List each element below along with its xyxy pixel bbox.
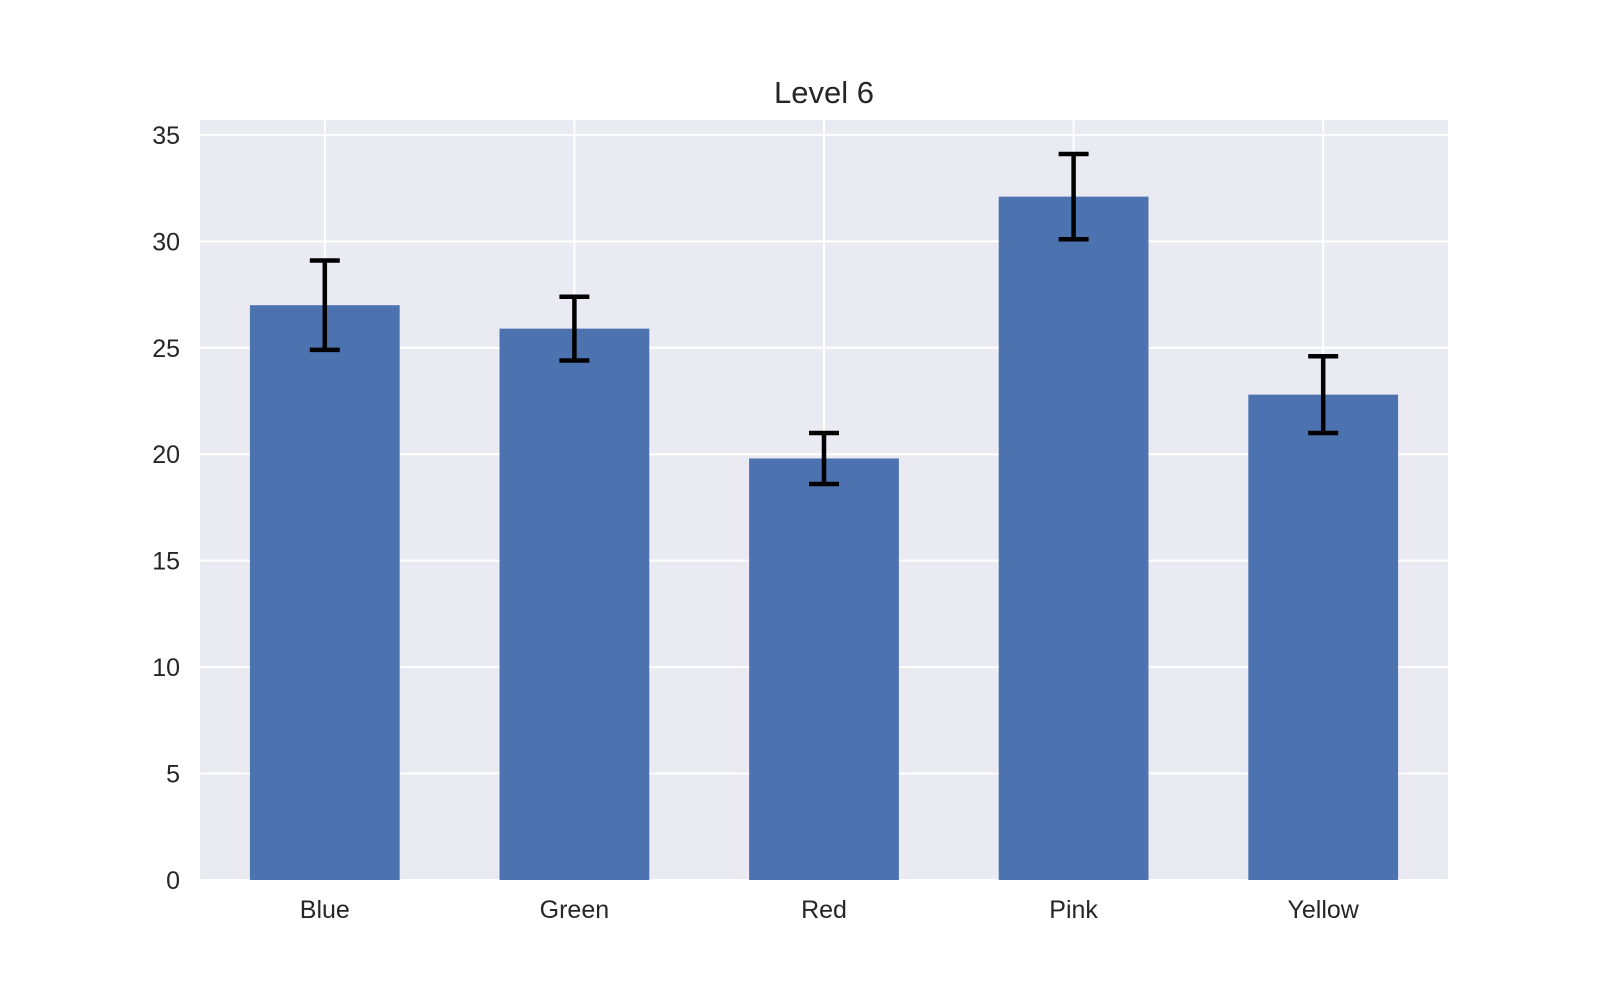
y-tick-label: 30 [152, 228, 180, 256]
y-axis-tick-labels: 0 5 10 15 20 25 30 35 [152, 122, 180, 895]
x-tick-label: Pink [1049, 896, 1098, 924]
error-bar-red [809, 430, 839, 487]
error-bar-blue [309, 258, 340, 353]
error-bar-pink [1058, 151, 1089, 242]
x-tick-label: Red [801, 896, 847, 924]
error-bar-green [559, 294, 590, 363]
bar-red [749, 458, 899, 880]
bar-blue [249, 305, 400, 880]
x-axis-tick-labels: Blue Green Red Pink Yellow [300, 896, 1360, 924]
bars [249, 196, 1399, 880]
bar-green [499, 328, 650, 880]
y-tick-label: 15 [152, 548, 180, 576]
y-tick-label: 10 [152, 654, 180, 682]
y-tick-label: 0 [166, 867, 180, 895]
bar-pink [998, 196, 1149, 880]
bar-yellow [1248, 394, 1399, 880]
y-tick-label: 25 [152, 335, 180, 363]
y-tick-label: 5 [166, 761, 180, 789]
y-tick-label: 20 [152, 441, 180, 469]
error-bars [309, 151, 1339, 487]
x-tick-label: Blue [300, 896, 350, 924]
y-tick-label: 35 [152, 122, 180, 150]
x-tick-label: Yellow [1288, 896, 1360, 924]
error-bar-yellow [1308, 354, 1339, 436]
x-tick-label: Green [540, 896, 609, 924]
chart-title: Level 6 [774, 75, 874, 110]
